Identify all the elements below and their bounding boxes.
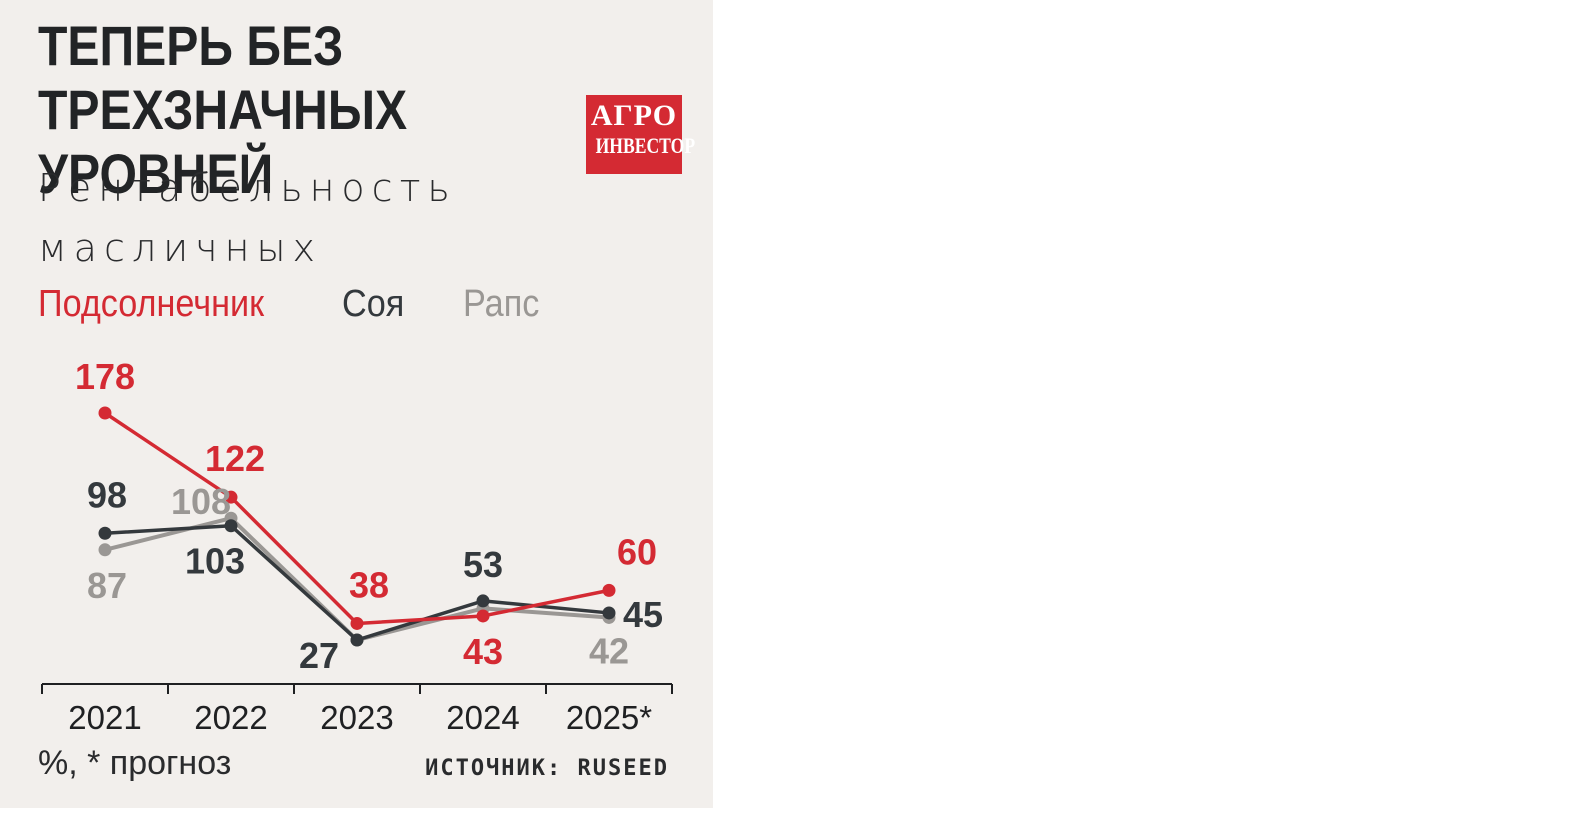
chart-title: ТЕПЕРЬ БЕЗ ТРЕХЗНАЧНЫХ УРОВНЕЙ — [38, 14, 408, 205]
legend-sunflower: Подсолнечник — [38, 283, 265, 325]
data-label-1-4: 45 — [623, 594, 663, 635]
chart-subtitle: Рентабельность масличных — [38, 166, 457, 270]
data-label-2-4: 42 — [589, 630, 629, 671]
series-1-point-2 — [350, 633, 364, 647]
source-note: ИСТОЧНИК: RUSEED — [425, 756, 669, 781]
x-tick-label-2023: 2023 — [320, 699, 393, 736]
data-label-1-0: 98 — [87, 474, 127, 515]
chart-legend: Подсолнечник Соя Рапс — [38, 280, 590, 328]
x-tick-label-2024: 2024 — [446, 699, 519, 736]
series-1-point-4 — [602, 606, 616, 620]
data-label-0-2: 38 — [349, 564, 389, 605]
series-0-point-1 — [224, 490, 238, 504]
data-label-0-4: 60 — [617, 531, 657, 572]
data-label-1-1: 103 — [185, 541, 245, 582]
line-chart: 2021 2022 2023 2024 2025* 178 122 38 43 60 98 103 27… — [41, 356, 673, 736]
series-1-point-1 — [224, 519, 238, 533]
data-label-2-0: 87 — [87, 565, 127, 606]
series-0-point-3 — [476, 609, 490, 623]
unit-note: %, * прогноз — [38, 744, 232, 782]
x-tick-label-2025: 2025* — [566, 699, 652, 736]
legend-soy: Соя — [341, 283, 404, 325]
logo-line-1: АГРО — [590, 99, 678, 132]
x-tick-label-2021: 2021 — [68, 699, 141, 736]
data-label-1-3: 53 — [463, 544, 503, 585]
data-label-0-3: 43 — [463, 631, 503, 672]
series-0-point-0 — [98, 406, 112, 420]
series-0-point-4 — [602, 583, 616, 597]
series-0-point-2 — [350, 616, 364, 630]
series-1-point-3 — [476, 594, 490, 608]
agroinvestor-logo: АГРО ИНВЕСТОР — [586, 95, 695, 174]
data-label-0-1: 122 — [205, 438, 265, 479]
series-2-point-0 — [98, 543, 112, 557]
data-label-0-0: 178 — [75, 356, 135, 397]
series-1-point-0 — [98, 526, 112, 540]
data-label-1-2: 27 — [299, 635, 339, 676]
data-label-2-1: 108 — [171, 481, 231, 522]
chart-panel: ТЕПЕРЬ БЕЗ ТРЕХЗНАЧНЫХ УРОВНЕЙ АГРО ИНВЕ… — [0, 0, 713, 808]
legend-rapeseed: Рапс — [463, 283, 540, 325]
x-tick-label-2022: 2022 — [194, 699, 267, 736]
